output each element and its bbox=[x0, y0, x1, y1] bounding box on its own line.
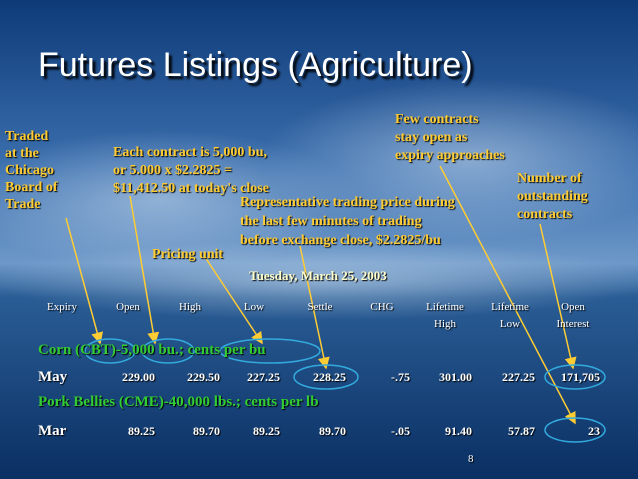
column-header: CHG bbox=[370, 301, 393, 313]
arrow bbox=[299, 245, 330, 370]
table-cell: 89.25 bbox=[128, 424, 155, 438]
table-cell: 89.70 bbox=[193, 424, 220, 438]
highlight bbox=[141, 338, 195, 364]
arrow bbox=[129, 195, 160, 345]
table-cell: 89.25 bbox=[253, 424, 280, 438]
annotation: the last few minutes of trading bbox=[240, 214, 422, 229]
annotation: contracts bbox=[517, 207, 573, 222]
column-header: Low bbox=[244, 301, 264, 313]
column-header: Lifetime bbox=[426, 301, 464, 313]
highlights bbox=[84, 338, 606, 443]
table-cell: 228.25 bbox=[313, 370, 346, 384]
annotation: stay open as bbox=[395, 130, 468, 145]
column-header: High bbox=[179, 301, 202, 313]
annotation: $11,412.50 at today's close bbox=[113, 181, 269, 196]
annotation: before exchange close, $2.2825/bu bbox=[240, 233, 441, 248]
column-header: Open bbox=[116, 301, 140, 313]
annotation: Representative trading price during bbox=[240, 195, 455, 210]
column-header: Low bbox=[500, 318, 520, 330]
cloud bbox=[0, 240, 638, 320]
highlight bbox=[293, 364, 359, 390]
page-number: 8 bbox=[468, 453, 474, 465]
annotation: Few contracts bbox=[395, 112, 479, 127]
highlight bbox=[84, 338, 136, 364]
column-header: Open bbox=[561, 301, 585, 313]
arrow bbox=[539, 223, 577, 370]
annotation: Traded bbox=[5, 129, 49, 144]
table-cell: 171,705 bbox=[561, 370, 600, 384]
annotation: outstanding bbox=[517, 189, 588, 204]
cloud bbox=[260, 80, 638, 240]
annotation: Chicago bbox=[5, 163, 54, 178]
table-cell: 91.40 bbox=[445, 424, 472, 438]
arrow bbox=[439, 165, 576, 425]
arrows bbox=[65, 165, 577, 425]
annotation: at the bbox=[5, 146, 39, 161]
table-cell: 301.00 bbox=[439, 370, 472, 384]
table-cell: 89.70 bbox=[319, 424, 346, 438]
table-cell: 57.87 bbox=[508, 424, 535, 438]
column-header: High bbox=[434, 318, 457, 330]
annotation: Trade bbox=[5, 197, 41, 212]
table-cell: -.75 bbox=[391, 370, 410, 384]
table-cell: 229.00 bbox=[122, 370, 155, 384]
highlight bbox=[219, 338, 321, 364]
arrow bbox=[65, 217, 104, 345]
column-header: Expiry bbox=[47, 301, 77, 313]
table-cell: 227.25 bbox=[247, 370, 280, 384]
annotation: expiry approaches bbox=[395, 148, 505, 163]
table-cell: -.05 bbox=[391, 424, 410, 438]
annotation: Pricing unit bbox=[152, 247, 224, 262]
table-cell: May bbox=[38, 369, 68, 385]
column-header: Interest bbox=[557, 318, 590, 330]
annotation: Number of bbox=[517, 171, 582, 186]
table-cell: 23 bbox=[588, 424, 600, 438]
highlight bbox=[544, 364, 606, 390]
section-label: Corn (CBT)-5,000 bu.; cents per bu bbox=[38, 342, 266, 358]
title: Futures Listings (Agriculture) bbox=[38, 46, 473, 84]
table-cell: Mar bbox=[38, 423, 67, 439]
table-cell: 229.50 bbox=[187, 370, 220, 384]
section-label: Pork Bellies (CME)-40,000 lbs.; cents pe… bbox=[38, 394, 319, 410]
annotation: or 5.000 x $2.2825 = bbox=[113, 163, 232, 178]
column-header: Lifetime bbox=[491, 301, 529, 313]
arrow bbox=[204, 256, 263, 345]
column-header: Settle bbox=[307, 301, 332, 313]
annotation: Board of bbox=[5, 180, 58, 195]
highlight bbox=[544, 417, 606, 443]
table-cell: 227.25 bbox=[502, 370, 535, 384]
annotation: Each contract is 5,000 bu, bbox=[113, 145, 267, 160]
date: Tuesday, March 25, 2003 bbox=[249, 268, 387, 283]
